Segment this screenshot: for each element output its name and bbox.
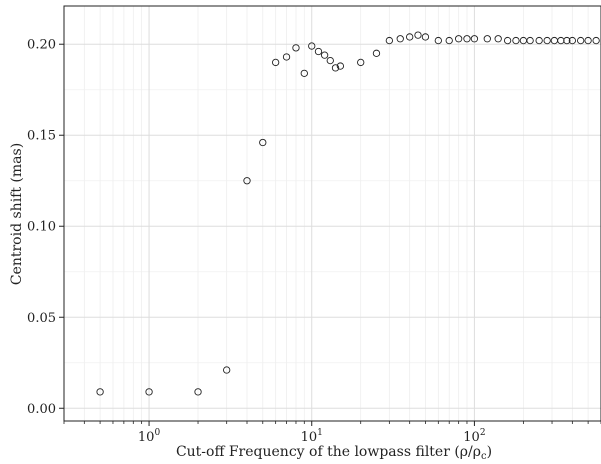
x-axis-ticks: 100 101 102 [63, 421, 601, 445]
data-point [320, 51, 329, 59]
data-point [300, 69, 308, 77]
data-point [421, 33, 430, 41]
data-point [314, 47, 323, 56]
data-point [563, 36, 571, 45]
data-point [243, 177, 251, 185]
data-point [326, 56, 334, 65]
data-point [584, 36, 592, 45]
data-point [194, 388, 202, 396]
data-point [568, 36, 577, 45]
x-tick-label: 101 [301, 428, 323, 445]
data-points [96, 31, 600, 396]
y-tick-label: 0.15 [27, 129, 56, 144]
data-point [308, 42, 316, 50]
data-point [223, 366, 231, 374]
y-tick-label: 0.05 [27, 311, 56, 326]
data-point [543, 36, 551, 45]
data-point [292, 44, 300, 52]
data-point [445, 36, 453, 45]
data-point [526, 36, 534, 45]
data-point [503, 36, 512, 45]
data-point [483, 35, 491, 43]
data-point [406, 33, 414, 41]
x-tick-label: 100 [138, 428, 161, 445]
minor-grid [63, 6, 601, 421]
data-point [145, 388, 153, 396]
x-tick-label: 102 [463, 428, 485, 445]
data-point [463, 35, 471, 43]
data-point [372, 49, 381, 57]
data-point [414, 31, 422, 39]
x-axis-title: Cut-off Frequency of the lowpass filter … [176, 444, 492, 462]
plot-frame [63, 5, 601, 422]
data-point [434, 36, 442, 45]
data-point [271, 58, 280, 67]
data-point [592, 36, 600, 45]
data-point [454, 35, 463, 43]
data-point [470, 35, 479, 43]
data-point [259, 138, 267, 147]
data-point [96, 388, 104, 396]
data-point [557, 36, 565, 45]
y-tick-label: 0.20 [27, 38, 56, 53]
data-point [336, 62, 345, 70]
data-point [331, 64, 340, 72]
data-point [535, 36, 543, 45]
data-point [577, 36, 585, 45]
y-axis-title: Centroid shift (mas) [9, 143, 25, 285]
y-tick-label: 0.10 [27, 220, 56, 235]
data-point [494, 35, 502, 43]
y-tick-label: 0.00 [27, 402, 56, 417]
data-point [512, 36, 520, 45]
data-point [385, 36, 394, 45]
major-grid [64, 6, 601, 421]
y-axis-ticks: 0.00 0.05 0.10 0.15 0.20 [27, 38, 64, 417]
data-point [396, 35, 404, 43]
data-point [357, 58, 365, 67]
data-point [282, 53, 291, 61]
